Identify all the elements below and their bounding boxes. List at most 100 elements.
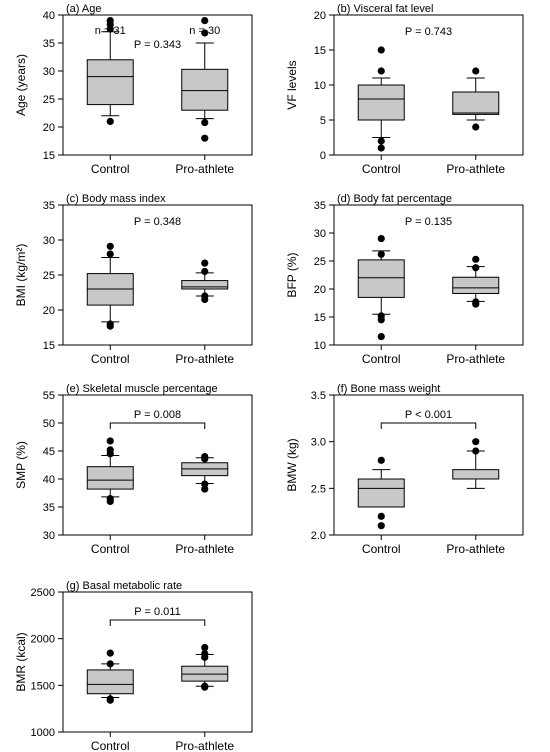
outlier-point xyxy=(472,300,480,308)
box-control xyxy=(86,437,134,505)
x-tick-label: Pro-athlete xyxy=(446,542,505,556)
outlier-point xyxy=(201,17,209,25)
plot-frame xyxy=(62,394,253,536)
outlier-point xyxy=(472,447,480,455)
x-tick-label: Pro-athlete xyxy=(175,162,234,176)
plot-frame xyxy=(333,394,524,536)
outlier-point xyxy=(201,29,209,37)
x-tick-label: Control xyxy=(362,542,401,556)
panel-title: (e) Skeletal muscle percentage xyxy=(66,383,218,395)
outlier-point xyxy=(106,649,114,657)
sample-count: n = 31 xyxy=(95,25,126,37)
box-pro-athlete xyxy=(452,67,500,131)
y-tick-label: 20 xyxy=(43,122,55,134)
outlier-point xyxy=(201,267,209,276)
outlier-point xyxy=(106,250,114,258)
plot-frame xyxy=(333,204,524,346)
panel-e: (e) Skeletal muscle percentage 30 35 40 45 50… xyxy=(14,383,253,556)
outlier-point xyxy=(472,67,480,75)
box-pro-athlete xyxy=(452,255,500,308)
y-tick-label: 40 xyxy=(43,10,55,22)
significance-bracket xyxy=(109,422,206,429)
y-tick-label: 20 xyxy=(314,10,326,22)
outlier-point xyxy=(201,650,209,658)
outlier-point xyxy=(377,250,385,258)
x-tick-label: Pro-athlete xyxy=(175,739,234,752)
y-tick-label: 30 xyxy=(43,530,55,542)
y-tick-label: 35 xyxy=(43,502,55,514)
y-axis-label: Age (years) xyxy=(14,54,28,116)
outlier-point xyxy=(377,67,385,75)
panel-a: (a) Age 15 20 25 30 35 40 Age (years) Control Pro… xyxy=(14,3,253,176)
panel-title: (g) Basal metabolic rate xyxy=(66,580,182,592)
box-pro-athlete xyxy=(452,438,500,489)
outlier-point xyxy=(377,512,385,520)
y-tick-label: 35 xyxy=(314,200,326,212)
outlier-point xyxy=(106,497,114,505)
y-tick-label: 3.5 xyxy=(311,390,326,402)
outlier-point xyxy=(201,480,209,488)
y-tick-label: 50 xyxy=(43,418,55,430)
outlier-point xyxy=(201,682,209,690)
outlier-point xyxy=(106,446,114,454)
outlier-point xyxy=(377,46,385,54)
outlier-point xyxy=(472,264,480,272)
panel-d: (d) Body fat percentage 10 15 20 25 30 35 BFP (… xyxy=(285,193,524,366)
significance-bracket xyxy=(109,619,206,626)
box-control xyxy=(357,46,405,152)
outlier-point xyxy=(201,453,209,461)
x-tick-label: Control xyxy=(362,352,401,366)
y-tick-label: 1000 xyxy=(31,727,55,739)
y-tick-label: 45 xyxy=(43,446,55,458)
panel-b: (b) Visceral fat level 0 5 10 15 20 VF levels C… xyxy=(285,3,524,176)
outlier-point xyxy=(377,144,385,152)
outlier-point xyxy=(201,643,209,652)
iqr-box xyxy=(452,469,500,480)
p-value: P = 0.008 xyxy=(134,409,181,421)
iqr-box xyxy=(357,84,405,121)
y-tick-label: 30 xyxy=(43,235,55,247)
iqr-box xyxy=(357,259,405,298)
box-control xyxy=(357,456,405,530)
panel-title: (a) Age xyxy=(66,3,101,15)
y-tick-label: 2.0 xyxy=(311,530,326,542)
y-tick-label: 10 xyxy=(314,80,326,92)
box-pro-athlete xyxy=(181,259,229,304)
y-tick-label: 15 xyxy=(43,340,55,352)
x-tick-label: Control xyxy=(91,352,130,366)
outlier-point xyxy=(201,259,209,267)
outlier-point xyxy=(472,438,480,446)
y-axis-label: SMP (%) xyxy=(14,441,28,489)
outlier-point xyxy=(106,660,114,668)
x-tick-label: Pro-athlete xyxy=(446,162,505,176)
x-tick-label: Control xyxy=(91,162,130,176)
outlier-point xyxy=(201,118,209,127)
y-tick-label: 55 xyxy=(43,390,55,402)
y-tick-label: 10 xyxy=(314,340,326,352)
y-tick-label: 2000 xyxy=(31,634,55,646)
y-tick-label: 5 xyxy=(320,115,326,127)
p-value: P = 0.011 xyxy=(134,606,180,618)
y-tick-label: 20 xyxy=(43,305,55,317)
panel-f: (f) Bone mass weight 2.0 2.5 3.0 3.5 BMW (kg)… xyxy=(285,383,524,556)
outlier-point xyxy=(377,456,385,464)
outlier-point xyxy=(106,322,114,330)
y-tick-label: 20 xyxy=(314,284,326,296)
x-tick-label: Control xyxy=(362,162,401,176)
y-tick-label: 0 xyxy=(320,150,326,162)
panel-title: (c) Body mass index xyxy=(66,193,166,205)
outlier-point xyxy=(377,333,385,341)
box-pro-athlete xyxy=(181,643,229,691)
box-control xyxy=(86,649,134,704)
outlier-point xyxy=(377,137,385,145)
p-value: P = 0.743 xyxy=(405,26,452,38)
x-tick-label: Pro-athlete xyxy=(446,352,505,366)
y-tick-label: 3.0 xyxy=(311,437,326,449)
outlier-point xyxy=(106,17,114,25)
iqr-box xyxy=(86,59,134,106)
outlier-point xyxy=(377,235,385,243)
y-tick-label: 2500 xyxy=(31,587,55,599)
outlier-point xyxy=(377,316,385,324)
significance-bracket xyxy=(380,422,477,429)
